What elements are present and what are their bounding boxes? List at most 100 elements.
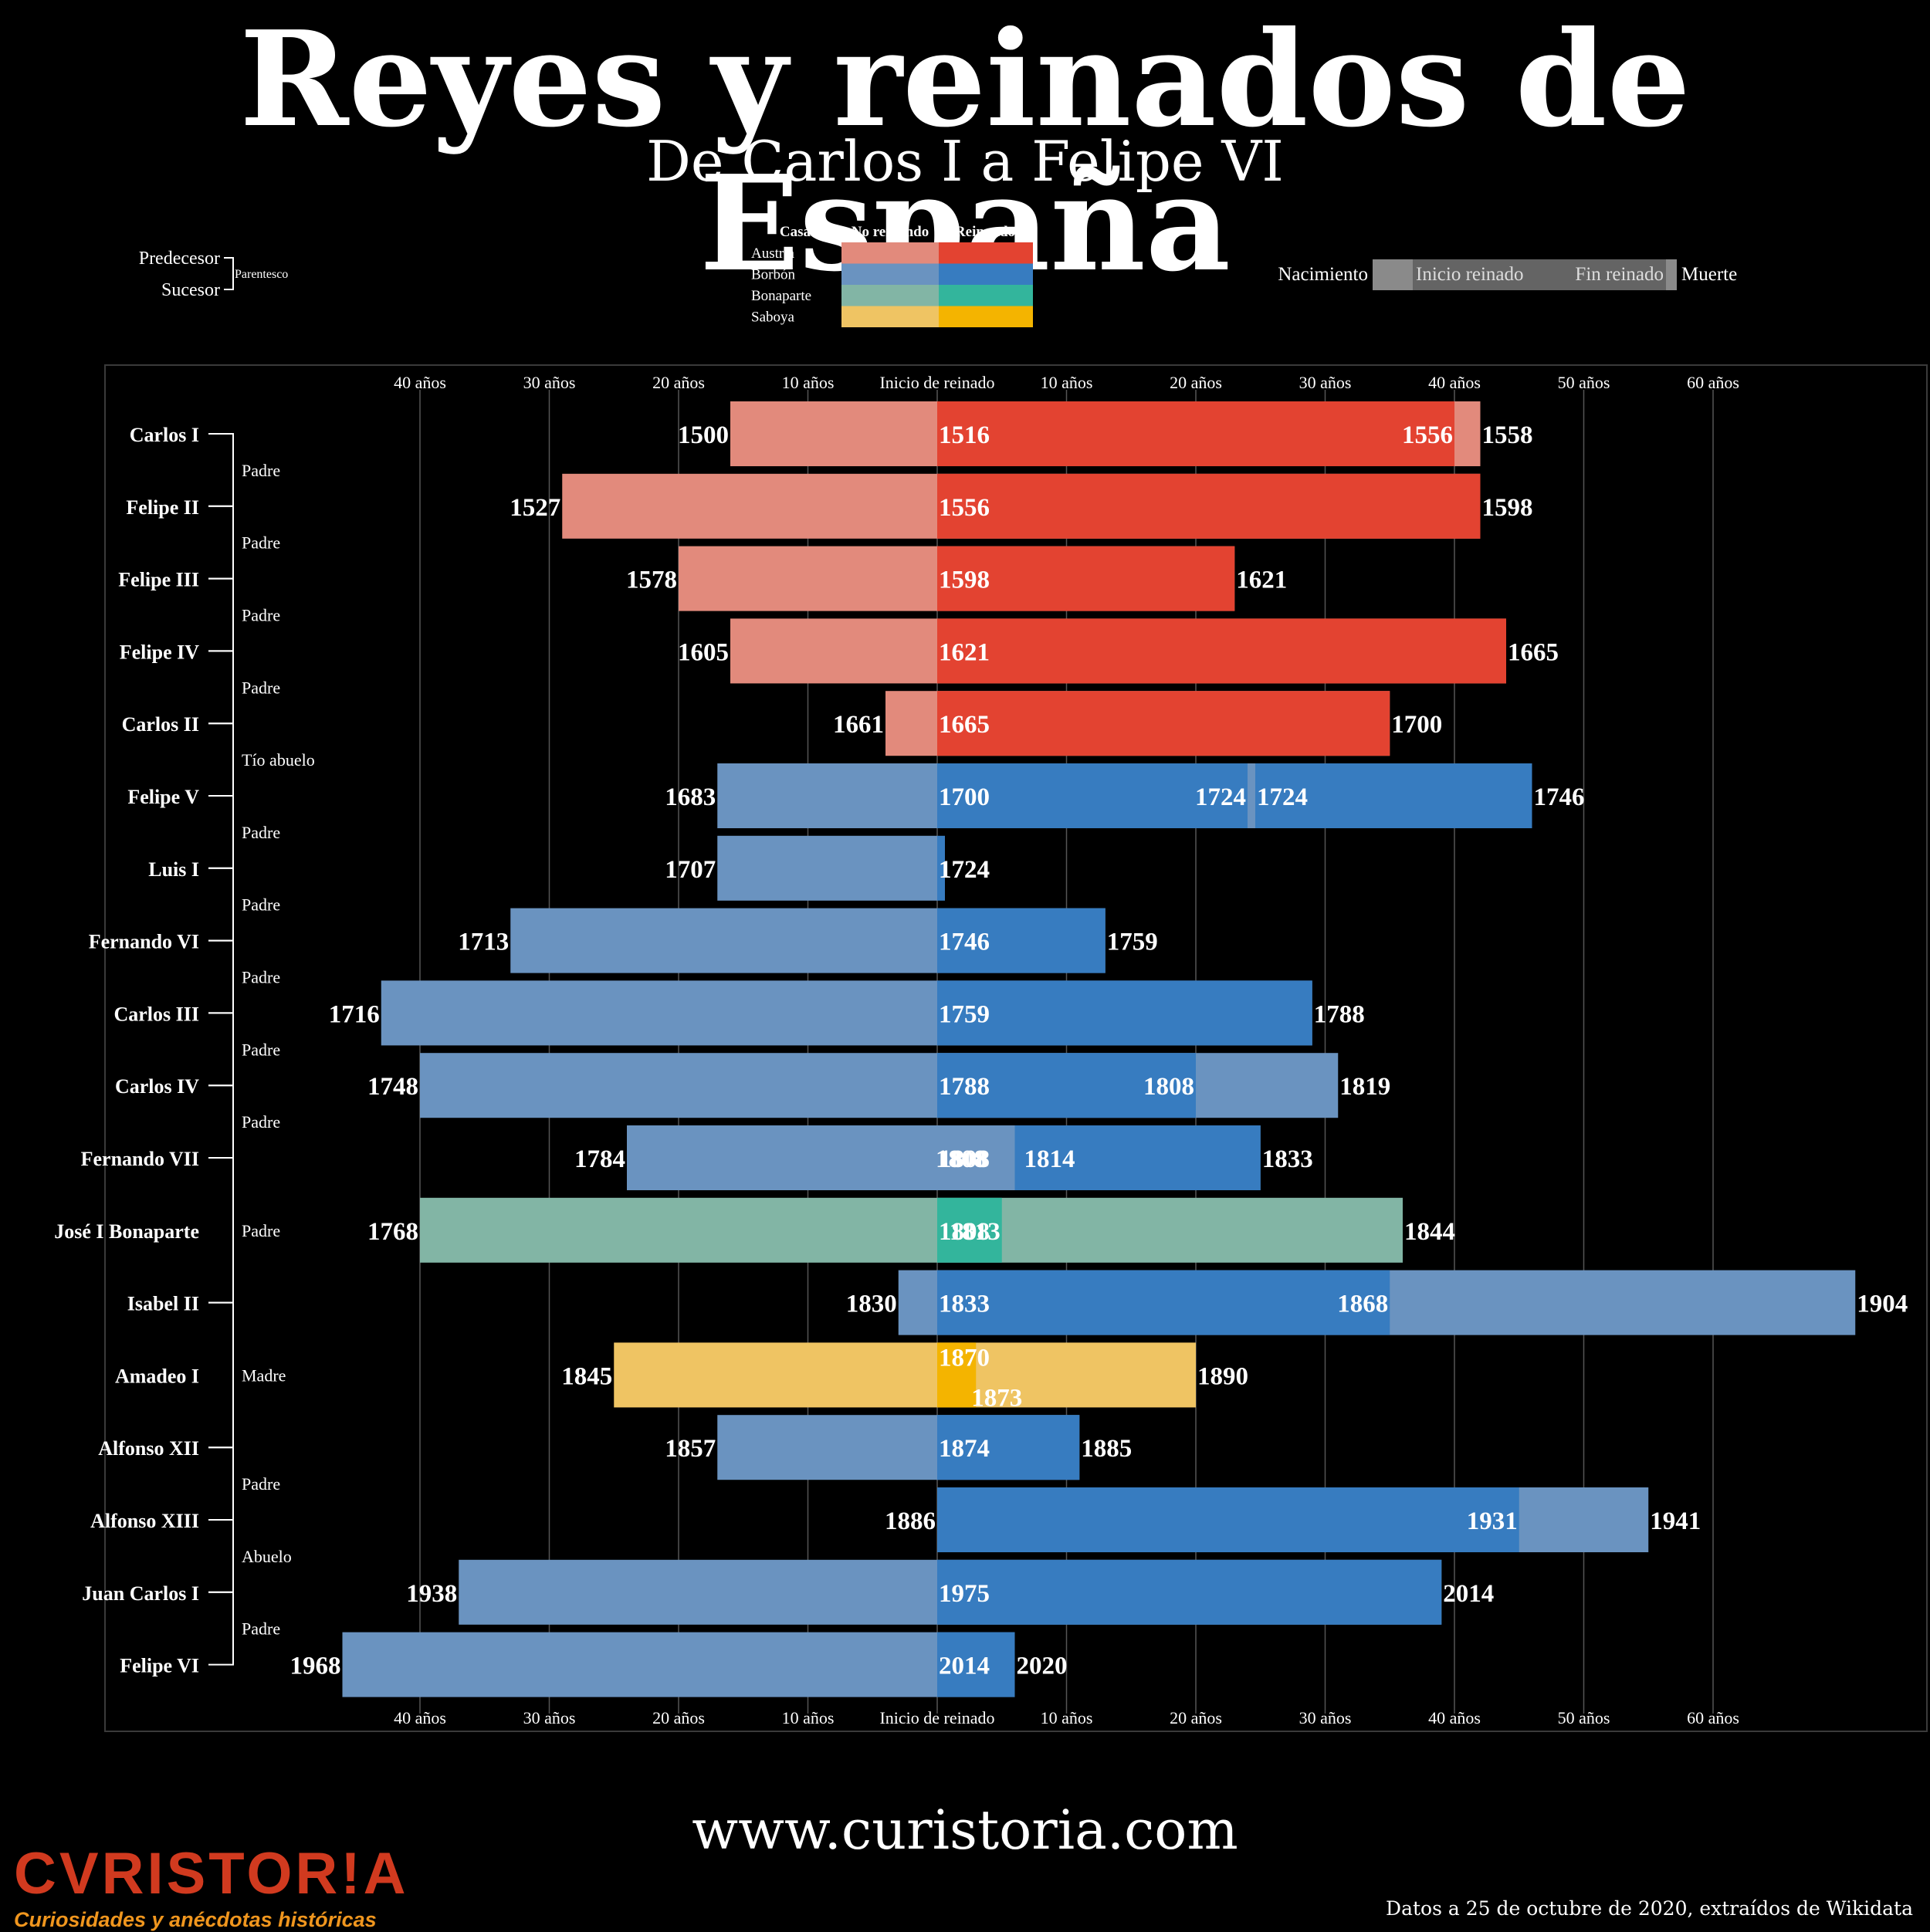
legend-house-name: Borbón [751,267,796,283]
reign-start-label: 1808 [939,1145,990,1173]
relation-bracket [208,433,234,507]
relation-bracket [208,1446,234,1521]
birth-year-label: 1683 [665,783,716,811]
reign-bar [937,980,1312,1046]
death-year-label: 2020 [1017,1653,1068,1680]
legend-house-name: Saboya [751,310,795,326]
king-name: Felipe II [126,496,199,519]
relation-bracket [208,722,234,797]
relation-label: Padre [242,823,280,842]
birth-year-label: 1886 [885,1507,936,1535]
life-bar [342,1632,1015,1697]
axis-tick-label: 40 años [1428,373,1481,392]
reign-bar [937,1559,1442,1625]
relation-label: Tío abuelo [242,750,315,770]
relation-bracket [208,939,234,1014]
axis-tick-label: 50 años [1558,373,1610,392]
birth-year-label: 1938 [406,1580,457,1608]
logo-name: CVRISTOR!A [14,1841,409,1907]
king-row: Isabel II 1830 1904 1833 1868 [127,1270,1908,1335]
legend-death: Muerte [1681,264,1737,285]
axis-tick-label: Inicio de reinado [879,373,994,392]
legend-house-name: Bonaparte [751,288,811,304]
legend-not-reigning-header: No reinando [852,224,929,240]
death-year-label: 1700 [1391,711,1442,739]
legend-bracket [224,257,234,290]
reign-bar [937,763,1532,828]
reign-start-label: 1556 [939,494,990,522]
reign-end-label: 1813 [950,1218,1001,1246]
reign-bar [937,691,1390,756]
legend-reign-bar [1413,259,1666,290]
relation-label: Padre [242,678,280,697]
reign-bar [937,1053,1196,1118]
axis-tick-label: 20 años [1170,1708,1222,1727]
plot-frame [104,364,1928,1732]
relation-bracket [208,1012,234,1087]
reign-end-label: 1931 [1467,1507,1518,1535]
website-url[interactable]: www.curistoria.com [692,1798,1238,1862]
reign-bar [937,401,1454,466]
relation-label: Padre [242,461,280,480]
reign-bar [937,908,1106,973]
king-row: Carlos III 1716 1788 1759 [113,980,1365,1046]
death-year-label: 1833 [1262,1145,1313,1173]
relation-label: Padre [242,968,280,987]
death-year-label: 1621 [1236,567,1287,594]
reign-bar [937,1632,1015,1697]
axis-tick-label: 30 años [1299,1708,1352,1727]
king-row: Felipe IV 1605 1665 1621 [120,618,1559,684]
legend-swatch-not-reigning [841,285,939,306]
legend-birth: Nacimiento [1278,264,1368,285]
birth-year-label: 1748 [367,1073,418,1101]
reign-bar [937,546,1235,611]
reign-start-label: 1724 [939,856,990,884]
reign-gap-bar [1248,763,1255,828]
king-row: Felipe V 1683 1746 1700 1724 1724 [127,763,1585,828]
birth-year-label: 1784 [574,1145,625,1173]
relation-label: Abuelo [242,1547,292,1566]
reign-start-label: 1700 [939,783,990,811]
reign-bar [937,1342,977,1408]
king-row: Carlos II 1661 1700 1665 [122,691,1442,756]
logo-tagline: Curiosidades y anécdotas históricas [14,1908,377,1931]
legend-reign-start: Inicio reinado [1416,264,1524,285]
king-row: Felipe VI 1968 2020 2014 [120,1632,1068,1697]
reign-bar [937,1415,1080,1480]
axis-tick-label: 50 años [1558,1708,1610,1727]
relation-label: Padre [242,1619,280,1639]
reign-pause-end-label: 1724 [1257,783,1308,811]
legend-relation: Parentesco [235,268,288,281]
reign-pause-start-label: 1808 [936,1145,987,1173]
reign-end-label: 1868 [1337,1291,1388,1318]
relation-label: Madre [242,1365,286,1385]
relation-label: Padre [242,606,280,625]
birth-year-label: 1605 [678,638,729,666]
chart-subtitle: De Carlos I a Felipe VI [646,129,1284,194]
axis-tick-label: 40 años [394,373,446,392]
king-name: Luis I [148,858,199,881]
reign-bar [937,618,1506,684]
reign-start-label: 1621 [939,638,990,666]
death-year-label: 1885 [1081,1435,1132,1463]
king-name: Felipe III [118,569,199,591]
axis-tick-label: 10 años [1041,1708,1093,1727]
reign-start-label: 1746 [939,929,990,956]
reign-end-label: 1556 [1402,421,1453,449]
king-row: Felipe II 1527 1598 1556 [126,473,1533,539]
relation-label: Padre [242,895,280,915]
relation-label: Padre [242,1040,280,1059]
axis-tick-label: 10 años [782,1708,835,1727]
death-year-label: 1759 [1107,929,1158,956]
king-name: Felipe IV [120,641,199,663]
king-name: José I Bonaparte [54,1220,199,1243]
life-bar [614,1342,1196,1408]
axis-tick-label: 20 años [652,373,705,392]
birth-year-label: 1713 [458,929,509,956]
axis-tick-label: 30 años [1299,373,1352,392]
king-name: Felipe VI [120,1655,199,1677]
relation-bracket [208,650,234,725]
legend-predecessor: Predecesor [139,249,220,269]
